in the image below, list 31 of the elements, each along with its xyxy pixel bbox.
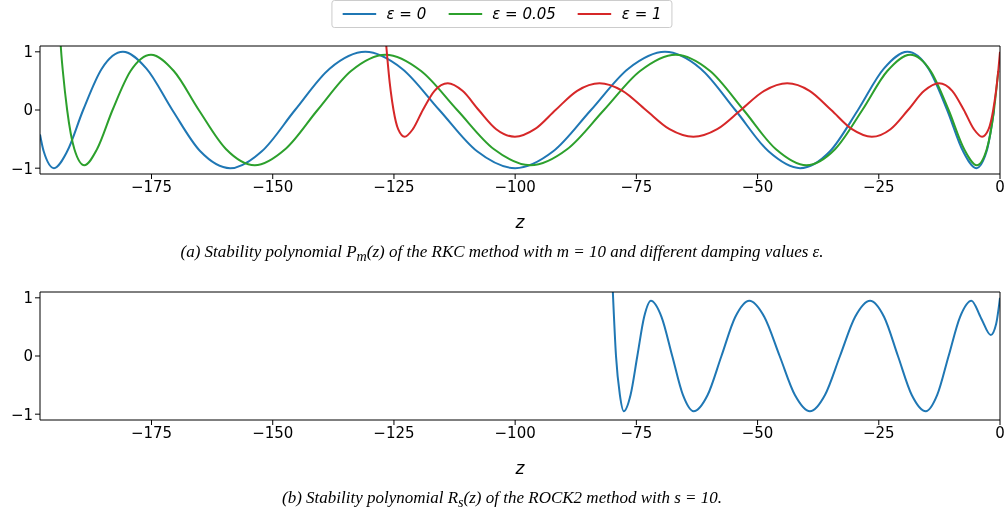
text: (b) Stability polynomial R$_{s}$(z) of the ROCK2 method with s = 10.	[280, 488, 724, 512]
y-tick-label: −1	[10, 159, 33, 178]
y-tick-label: 1	[23, 289, 33, 308]
legend-label: ε = 0.05	[492, 5, 556, 23]
y-tick-label: 1	[23, 43, 33, 62]
x-tick-label: −25	[862, 177, 895, 196]
line-series	[611, 292, 1000, 413]
legend-label: ε = 0	[386, 5, 427, 23]
x-axis-title: z	[514, 458, 526, 478]
x-tick-label: −75	[620, 177, 653, 196]
x-tick-label: −75	[620, 423, 653, 442]
x-tick-label: −125	[373, 177, 415, 196]
x-tick-label: −50	[741, 423, 774, 442]
y-tick-label: 0	[23, 347, 33, 366]
x-tick-label: −150	[252, 423, 294, 442]
x-tick-label: −50	[741, 177, 774, 196]
x-tick-label: −150	[252, 177, 294, 196]
line-series	[385, 46, 1000, 138]
x-tick-label: −100	[494, 177, 536, 196]
x-tick-label: −175	[130, 177, 173, 196]
y-tick-label: −1	[10, 405, 33, 424]
x-axis-title: z	[514, 212, 526, 232]
x-tick-label: −125	[373, 423, 415, 442]
x-tick-label: 0	[995, 423, 1004, 442]
x-tick-label: −175	[130, 423, 173, 442]
text: (a) Stability polynomial P$_{m}$(z) of the RKC method with m = 10 and different damping values ε.	[179, 242, 825, 266]
x-tick-label: 0	[995, 177, 1004, 196]
y-tick-label: 0	[23, 101, 33, 120]
x-tick-label: −25	[862, 423, 895, 442]
legend-label: ε = 1	[621, 5, 662, 23]
x-tick-label: −100	[494, 423, 536, 442]
